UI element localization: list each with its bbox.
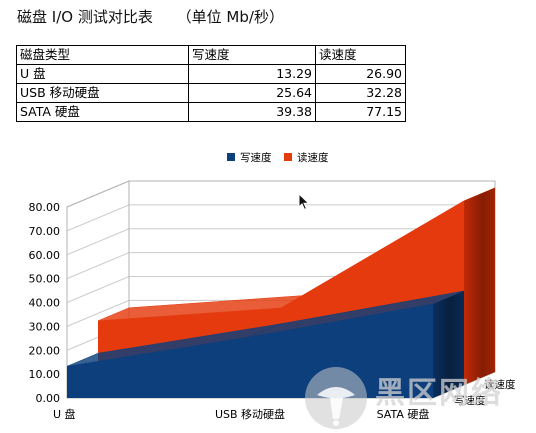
table-cell-write: 13.29 — [188, 64, 316, 84]
table-header-row: 磁盘类型 写速度 读速度 — [16, 45, 406, 65]
table-row: SATA 硬盘 39.38 77.15 — [16, 102, 406, 122]
legend-label-read: 读速度 — [297, 151, 329, 164]
watermark-text: 黑区网络 — [375, 376, 503, 411]
x-axis-labels: U 盘 USB 移动硬盘 SATA 硬盘 — [53, 407, 429, 421]
page-title: 磁盘 I/O 测试对比表 （单位 Mb/秒） — [17, 8, 284, 26]
table-cell-name: USB 移动硬盘 — [16, 83, 189, 103]
table-row: USB 移动硬盘 25.64 32.28 — [16, 83, 406, 103]
gridline — [66, 180, 495, 208]
table-cell-name: U 盘 — [16, 64, 189, 84]
legend-swatch-write — [227, 153, 235, 161]
table-cell-read: 32.28 — [315, 83, 406, 103]
chart-areas — [66, 187, 496, 398]
y-tick-label: 50.00 — [29, 273, 61, 286]
chart-legend: 写速度 读速度 — [227, 151, 329, 164]
table-cell-write: 25.64 — [188, 83, 316, 103]
legend-label-write: 写速度 — [240, 151, 272, 164]
depth-series-label: 写速度 — [454, 394, 486, 407]
y-tick-label: 10.00 — [29, 368, 61, 381]
area-chart: 写速度 读速度 0.00 10.00 20.00 30.00 40.00 50.00 60.… — [29, 151, 516, 421]
header-write-speed: 写速度 — [188, 45, 316, 65]
area-side-wall — [464, 187, 495, 385]
y-tick-label: 30.00 — [29, 320, 61, 333]
header-disk-type: 磁盘类型 — [16, 45, 189, 65]
depth-series-label: 读速度 — [484, 378, 516, 391]
watermark-logo-icon — [305, 367, 367, 429]
y-axis-ticks: 0.00 10.00 20.00 30.00 40.00 50.00 60.00 70.00 8… — [29, 201, 61, 405]
x-tick-label: USB 移动硬盘 — [215, 407, 285, 421]
x-tick-label: SATA 硬盘 — [377, 407, 430, 421]
y-tick-label: 0.00 — [36, 392, 61, 405]
table-cell-read: 26.90 — [315, 64, 406, 84]
data-table: 磁盘类型 写速度 读速度 U 盘 13.29 26.90 USB 移动硬盘 25… — [16, 45, 406, 122]
legend-swatch-read — [284, 153, 292, 161]
y-tick-label: 60.00 — [29, 249, 61, 262]
header-read-speed: 读速度 — [315, 45, 406, 65]
table-cell-name: SATA 硬盘 — [16, 102, 189, 122]
mouse-cursor-icon — [298, 193, 310, 211]
y-tick-label: 40.00 — [29, 297, 61, 310]
watermark: 黑区网络 — [303, 362, 536, 433]
area-side-wall — [433, 290, 464, 398]
table-row: U 盘 13.29 26.90 — [16, 64, 406, 84]
area-top-surface — [249, 290, 465, 338]
table-cell-write: 39.38 — [188, 102, 316, 122]
table-cell-read: 77.15 — [315, 102, 406, 122]
x-tick-label: U 盘 — [53, 407, 76, 421]
y-tick-label: 80.00 — [29, 201, 61, 214]
y-tick-label: 20.00 — [29, 344, 61, 357]
y-tick-label: 70.00 — [29, 225, 61, 238]
